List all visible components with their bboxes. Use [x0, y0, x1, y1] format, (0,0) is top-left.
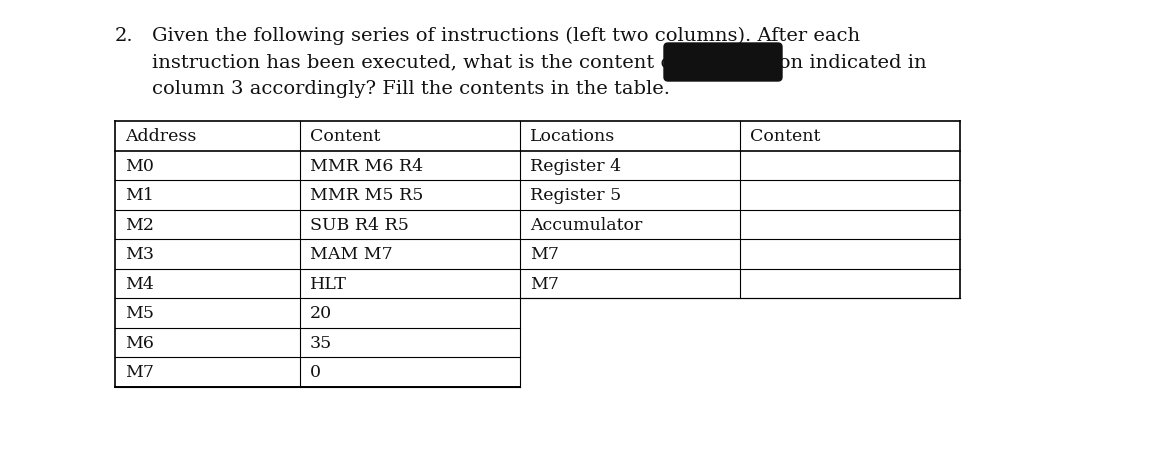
Text: Address: Address — [125, 128, 197, 145]
FancyBboxPatch shape — [665, 44, 782, 82]
Text: 0: 0 — [310, 364, 321, 380]
Text: Content: Content — [750, 128, 820, 145]
Text: Given the following series of instructions (left two columns). After each: Given the following series of instructio… — [152, 27, 860, 45]
Text: 2.: 2. — [115, 27, 133, 45]
Text: M6: M6 — [125, 334, 154, 351]
Text: SUB R4 R5: SUB R4 R5 — [310, 216, 408, 233]
Text: M3: M3 — [125, 246, 154, 262]
Text: Content: Content — [310, 128, 380, 145]
Text: HLT: HLT — [310, 275, 346, 292]
Text: instruction has been executed, what is the content of the location indicated in: instruction has been executed, what is t… — [152, 53, 927, 71]
Text: Register 4: Register 4 — [530, 157, 621, 175]
Text: M4: M4 — [125, 275, 154, 292]
Text: M0: M0 — [125, 157, 154, 175]
Text: 20: 20 — [310, 304, 332, 322]
Text: MMR M6 R4: MMR M6 R4 — [310, 157, 424, 175]
Text: Accumulator: Accumulator — [530, 216, 642, 233]
Text: M7: M7 — [530, 275, 559, 292]
Text: MMR M5 R5: MMR M5 R5 — [310, 187, 424, 204]
Text: M5: M5 — [125, 304, 154, 322]
Text: Register 5: Register 5 — [530, 187, 621, 204]
Text: 35: 35 — [310, 334, 332, 351]
Text: M1: M1 — [125, 187, 154, 204]
Text: M7: M7 — [530, 246, 559, 262]
Text: Locations: Locations — [530, 128, 615, 145]
Text: M7: M7 — [125, 364, 154, 380]
Text: MAM M7: MAM M7 — [310, 246, 393, 262]
Text: M2: M2 — [125, 216, 154, 233]
Text: column 3 accordingly? Fill the contents in the table.: column 3 accordingly? Fill the contents … — [152, 80, 670, 98]
